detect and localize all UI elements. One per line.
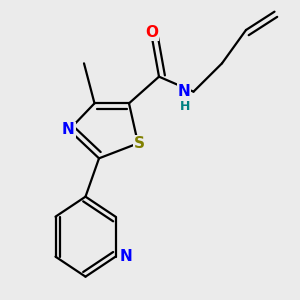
- Text: S: S: [134, 136, 145, 151]
- Text: H: H: [180, 100, 190, 113]
- Text: O: O: [145, 25, 158, 40]
- Text: N: N: [62, 122, 75, 137]
- Text: N: N: [120, 249, 133, 264]
- Text: N: N: [178, 83, 190, 98]
